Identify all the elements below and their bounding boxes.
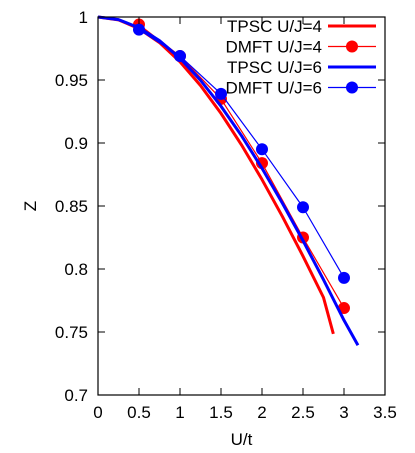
x-tick-label: 2.5 [291,403,315,422]
legend-sample-marker [346,81,358,94]
data-point [215,87,227,100]
x-tick-label: 0 [93,403,102,422]
x-axis-label: U/t [231,430,253,449]
data-point [133,23,145,36]
data-point [338,271,350,284]
y-axis-label: Z [21,201,40,211]
plot-area [97,15,360,346]
x-tick-label: 3.5 [373,403,397,422]
y-tick-label: 0.95 [55,71,88,90]
x-tick-label: 3 [339,403,348,422]
legend-label: TPSC U/J=6 [227,58,322,77]
legend-label: TPSC U/J=4 [227,17,322,36]
y-tick-label: 0.7 [64,386,88,405]
data-point [174,50,186,63]
axes: 0 0.5 1 1.5 2 2.5 3 3.5 0.7 0.75 0.8 0.85 0.9 0.95 1 [55,8,397,422]
x-tick-label: 2 [257,403,266,422]
y-tick-label: 0.9 [64,134,88,153]
data-point [256,143,268,156]
x-tick-label: 1.5 [209,403,233,422]
legend-label: DMFT U/J=6 [225,79,322,98]
y-tick-label: 0.8 [64,260,88,279]
series-line-3 [138,29,345,279]
data-point [297,201,309,214]
x-tick-label: 1 [175,403,184,422]
x-tick-label: 0.5 [127,403,151,422]
y-tick-label: 0.85 [55,197,88,216]
legend-label: DMFT U/J=4 [225,38,322,57]
y-tick-label: 0.75 [55,323,88,342]
y-tick-label: 1 [79,8,88,27]
legend-sample-marker [346,40,358,53]
